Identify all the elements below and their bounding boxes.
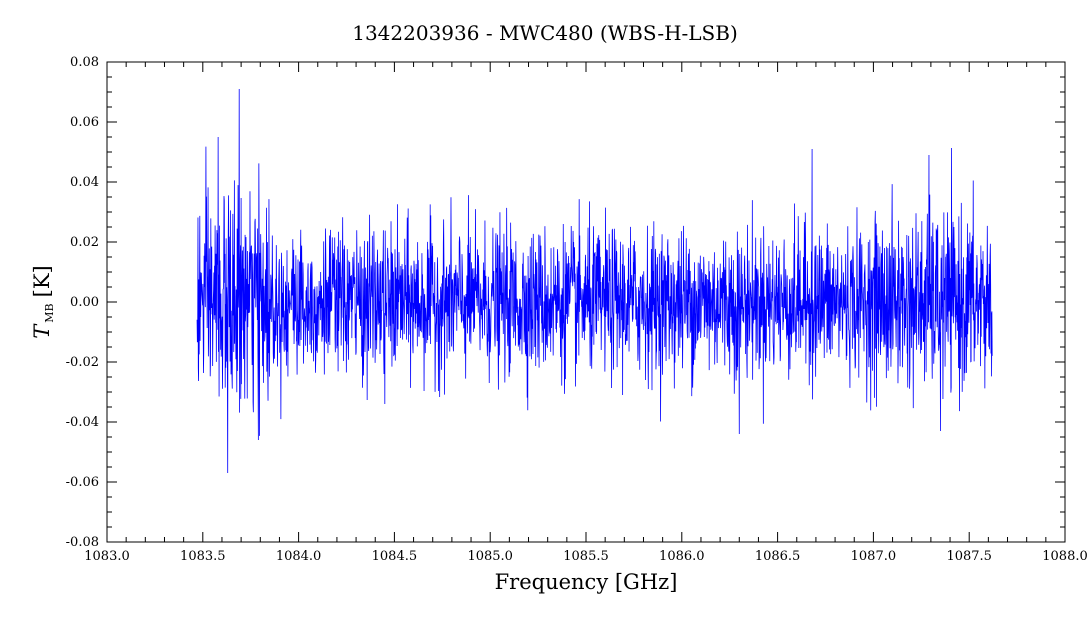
chart-title: 1342203936 - MWC480 (WBS-H-LSB): [352, 21, 738, 45]
spectrum-series-line: [196, 88, 993, 474]
svg-text:TMB[K]: TMB [K]: [30, 265, 56, 338]
y-axis-label-sub: MB: [43, 303, 56, 322]
y-tick-label: -0.06: [66, 475, 99, 490]
y-tick-label: 0.06: [70, 115, 99, 130]
x-tick-label: 1088.0: [1042, 549, 1088, 564]
x-tick-label: 1087.5: [946, 549, 992, 564]
y-axis-label-main: T: [30, 323, 54, 339]
y-axis-label-unit: [K]: [30, 265, 54, 297]
y-axis: 0.08 0.06 0.04 0.02 0.00 -0.02 -0.04 -0.06 -0.08: [66, 55, 1065, 550]
series-layer: [196, 88, 993, 474]
x-tick-label: 1083.5: [180, 549, 226, 564]
y-tick-label: -0.02: [66, 355, 99, 370]
x-tick-label: 1084.5: [372, 549, 418, 564]
x-tick-label: 1086.0: [659, 549, 705, 564]
x-tick-label: 1083.0: [84, 549, 130, 564]
y-tick-label: 0.00: [70, 295, 99, 310]
x-axis: 1083.0 1083.5 1084.0 1084.5 1085.0 1085.5 1086…: [84, 62, 1088, 564]
y-tick-label: 0.08: [70, 55, 99, 70]
y-tick-label: -0.08: [66, 535, 99, 550]
y-tick-label: 0.04: [70, 175, 99, 190]
x-tick-label: 1085.0: [467, 549, 513, 564]
x-tick-label: 1084.0: [276, 549, 322, 564]
x-tick-label: 1086.5: [755, 549, 801, 564]
y-tick-label: -0.04: [66, 415, 99, 430]
y-axis-label: TMB [K]: [30, 265, 56, 338]
y-tick-label: 0.02: [70, 235, 99, 250]
x-tick-label: 1085.5: [563, 549, 609, 564]
x-tick-label: 1087.0: [851, 549, 897, 564]
x-axis-label: Frequency [GHz]: [495, 570, 678, 594]
